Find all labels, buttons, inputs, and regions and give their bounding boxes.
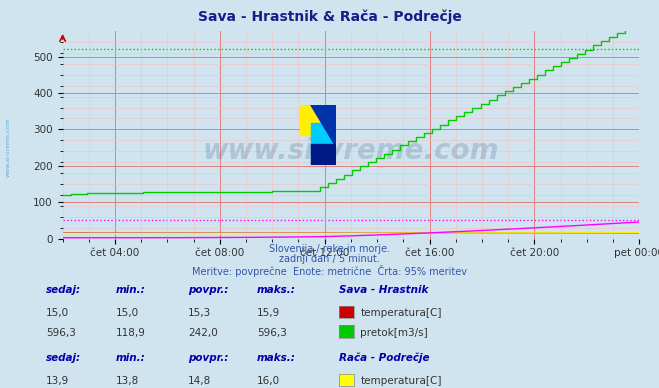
Text: zadnji dan / 5 minut.: zadnji dan / 5 minut. — [279, 254, 380, 264]
Text: temperatura[C]: temperatura[C] — [360, 376, 442, 386]
Text: povpr.:: povpr.: — [188, 285, 228, 295]
Text: 15,9: 15,9 — [257, 308, 280, 318]
Text: min.:: min.: — [115, 353, 145, 363]
Text: 16,0: 16,0 — [257, 376, 280, 386]
Text: Sava - Hrastnik: Sava - Hrastnik — [339, 285, 429, 295]
Text: temperatura[C]: temperatura[C] — [360, 308, 442, 318]
Text: 14,8: 14,8 — [188, 376, 211, 386]
Text: maks.:: maks.: — [257, 353, 296, 363]
Text: pretok[m3/s]: pretok[m3/s] — [360, 327, 428, 338]
Bar — [311, 144, 336, 165]
Text: 242,0: 242,0 — [188, 327, 217, 338]
Text: Rača - Podrečje: Rača - Podrečje — [339, 352, 430, 363]
Text: 118,9: 118,9 — [115, 327, 145, 338]
Text: 596,3: 596,3 — [46, 327, 76, 338]
Polygon shape — [311, 105, 336, 147]
Text: www.si-vreme.com: www.si-vreme.com — [203, 137, 499, 165]
Text: www.si-vreme.com: www.si-vreme.com — [5, 118, 11, 177]
Text: min.:: min.: — [115, 285, 145, 295]
Text: povpr.:: povpr.: — [188, 353, 228, 363]
Text: Slovenija / reke in morje.: Slovenija / reke in morje. — [269, 244, 390, 254]
Text: Meritve: povprečne  Enote: metrične  Črta: 95% meritev: Meritve: povprečne Enote: metrične Črta:… — [192, 265, 467, 277]
Text: 15,0: 15,0 — [46, 308, 69, 318]
Bar — [311, 123, 336, 165]
Text: 13,9: 13,9 — [46, 376, 69, 386]
Text: sedaj:: sedaj: — [46, 285, 81, 295]
Text: 596,3: 596,3 — [257, 327, 287, 338]
Text: 15,3: 15,3 — [188, 308, 211, 318]
Text: Sava - Hrastnik & Rača - Podrečje: Sava - Hrastnik & Rača - Podrečje — [198, 10, 461, 24]
Text: sedaj:: sedaj: — [46, 353, 81, 363]
Text: 15,0: 15,0 — [115, 308, 138, 318]
Bar — [300, 105, 318, 135]
Text: maks.:: maks.: — [257, 285, 296, 295]
Text: 13,8: 13,8 — [115, 376, 138, 386]
